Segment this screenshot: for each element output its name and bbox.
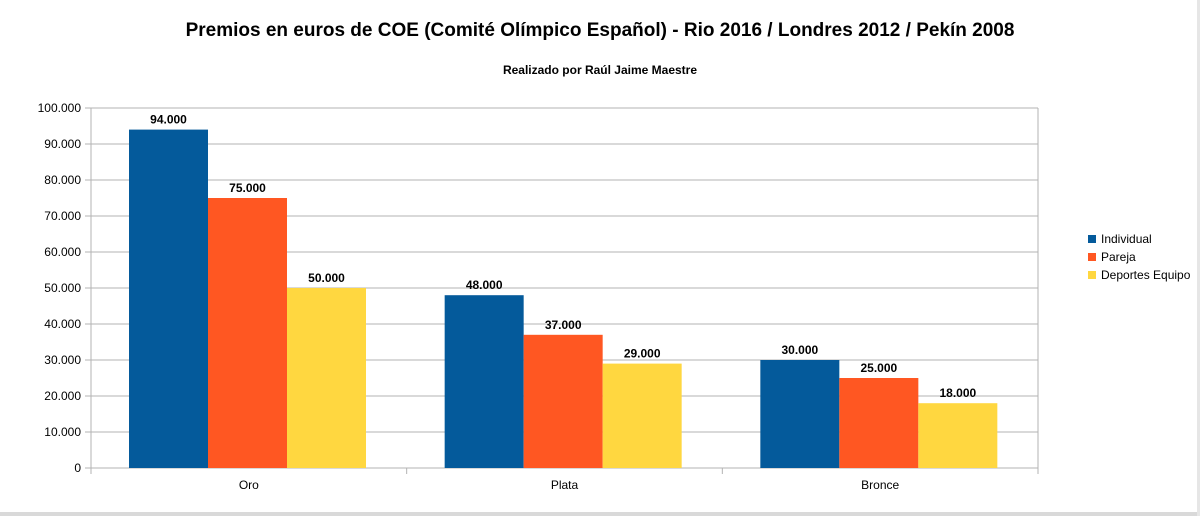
bar-deportes-equipo-oro xyxy=(287,288,366,468)
x-tick-label: Bronce xyxy=(861,478,899,492)
y-tick-label: 50.000 xyxy=(44,281,81,295)
chart-subtitle: Realizado por Raúl Jaime Maestre xyxy=(502,63,698,77)
data-label: 94.000 xyxy=(150,113,187,127)
data-label: 29.000 xyxy=(624,347,661,361)
y-tick-label: 20.000 xyxy=(44,389,81,403)
y-tick-label: 70.000 xyxy=(44,209,81,223)
data-label: 48.000 xyxy=(466,278,503,292)
x-tick-label: Oro xyxy=(239,478,259,492)
bar-deportes-equipo-bronce xyxy=(918,403,998,468)
bar-individual-oro xyxy=(129,129,208,468)
data-label: 25.000 xyxy=(860,361,897,375)
data-label: 18.000 xyxy=(939,386,976,400)
chart-title: Premios en euros de COE (Comité Olímpico… xyxy=(185,20,1015,41)
y-tick-label: 100.000 xyxy=(38,101,82,115)
y-tick-label: 60.000 xyxy=(44,245,81,259)
right-edge xyxy=(1197,0,1200,516)
legend: Individual Pareja Deportes Equipo xyxy=(1088,232,1191,282)
y-tick-label: 80.000 xyxy=(44,173,81,187)
legend-swatch xyxy=(1088,271,1096,279)
bar-pareja-oro xyxy=(208,198,287,468)
data-label: 30.000 xyxy=(781,343,818,357)
bottom-edge xyxy=(0,512,1200,516)
y-tick-label: 90.000 xyxy=(44,137,81,151)
bar-individual-plata xyxy=(444,295,524,468)
legend-entry: Individual xyxy=(1101,232,1152,246)
data-labels: 94.000 75.000 50.000 48.000 37.000 29.000 30.0… xyxy=(150,113,976,401)
legend-entry: Pareja xyxy=(1101,250,1136,264)
y-tick-label: 10.000 xyxy=(44,425,81,439)
bar-pareja-plata xyxy=(523,334,603,468)
y-tick-label: 40.000 xyxy=(44,317,81,331)
axes: 0 10.000 20.000 30.000 40.000 50.000 60.000 70.… xyxy=(38,101,1039,492)
legend-swatch xyxy=(1088,235,1096,243)
y-tick-label: 30.000 xyxy=(44,353,81,367)
legend-entry: Deportes Equipo xyxy=(1101,268,1191,282)
data-label: 37.000 xyxy=(545,318,582,332)
data-label: 75.000 xyxy=(229,181,266,195)
y-tick-label: 0 xyxy=(74,461,81,475)
bar-pareja-bronce xyxy=(839,378,919,468)
legend-swatch xyxy=(1088,253,1096,261)
bar-individual-bronce xyxy=(760,360,840,468)
bar-deportes-equipo-plata xyxy=(602,363,682,468)
x-tick-label: Plata xyxy=(551,478,579,492)
bars xyxy=(129,129,998,468)
data-label: 50.000 xyxy=(308,271,345,285)
